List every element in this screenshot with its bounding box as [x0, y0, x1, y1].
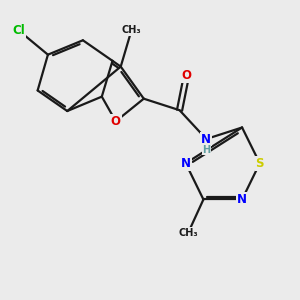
Text: CH₃: CH₃: [122, 26, 141, 35]
Text: O: O: [111, 115, 121, 128]
Text: N: N: [237, 193, 247, 206]
Text: S: S: [256, 157, 264, 170]
Text: CH₃: CH₃: [178, 228, 198, 238]
Text: N: N: [201, 133, 211, 146]
Text: H: H: [202, 145, 210, 155]
Text: Cl: Cl: [13, 24, 26, 37]
Text: O: O: [182, 69, 191, 82]
Text: N: N: [181, 157, 191, 170]
